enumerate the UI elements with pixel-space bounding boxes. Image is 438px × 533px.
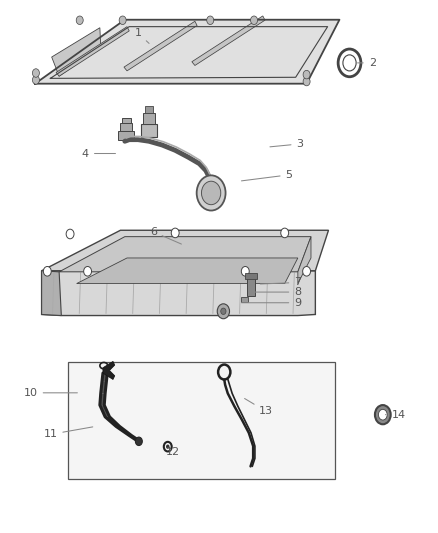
Circle shape <box>303 70 310 79</box>
Circle shape <box>303 266 311 276</box>
Polygon shape <box>129 435 140 441</box>
FancyBboxPatch shape <box>145 106 153 113</box>
Circle shape <box>66 229 74 239</box>
Polygon shape <box>52 28 101 76</box>
Polygon shape <box>56 27 129 76</box>
Text: 12: 12 <box>166 447 180 457</box>
Circle shape <box>378 409 387 420</box>
Polygon shape <box>116 426 131 435</box>
Polygon shape <box>100 405 110 417</box>
Polygon shape <box>192 16 265 66</box>
Text: 10: 10 <box>24 388 78 398</box>
Polygon shape <box>59 237 311 272</box>
Circle shape <box>76 16 83 25</box>
Circle shape <box>217 304 230 319</box>
Text: 7: 7 <box>260 278 301 287</box>
Circle shape <box>241 266 249 276</box>
Text: 1: 1 <box>134 28 149 43</box>
Bar <box>245 273 257 279</box>
Circle shape <box>375 405 391 424</box>
Text: 9: 9 <box>241 298 301 308</box>
Circle shape <box>119 16 126 25</box>
Polygon shape <box>103 361 115 379</box>
Circle shape <box>197 175 226 211</box>
Circle shape <box>303 77 310 86</box>
Text: 5: 5 <box>241 170 293 181</box>
Bar <box>68 362 335 479</box>
Polygon shape <box>35 20 339 84</box>
Bar <box>247 276 255 296</box>
Bar <box>122 118 131 123</box>
Text: 14: 14 <box>385 410 406 419</box>
Circle shape <box>43 266 51 276</box>
Polygon shape <box>124 21 197 71</box>
Bar <box>120 123 132 131</box>
Polygon shape <box>42 271 61 316</box>
Circle shape <box>135 437 142 446</box>
Polygon shape <box>298 237 311 284</box>
Polygon shape <box>100 393 105 405</box>
Text: 6: 6 <box>150 227 181 244</box>
Text: 4: 4 <box>82 149 116 158</box>
Circle shape <box>166 445 170 449</box>
Text: 3: 3 <box>270 139 304 149</box>
FancyBboxPatch shape <box>141 124 157 137</box>
Circle shape <box>171 228 179 238</box>
Circle shape <box>281 228 289 238</box>
Polygon shape <box>101 381 106 393</box>
Polygon shape <box>42 271 315 316</box>
Circle shape <box>201 181 221 205</box>
Polygon shape <box>77 258 298 284</box>
Circle shape <box>32 69 39 77</box>
Circle shape <box>32 76 39 84</box>
Polygon shape <box>105 417 120 426</box>
Bar <box>241 297 248 302</box>
Text: 11: 11 <box>43 427 93 439</box>
Text: 13: 13 <box>244 399 273 416</box>
Text: 8: 8 <box>254 287 301 297</box>
Circle shape <box>84 266 92 276</box>
Polygon shape <box>102 373 107 381</box>
Polygon shape <box>42 230 328 271</box>
Circle shape <box>251 16 258 25</box>
Bar <box>118 131 134 140</box>
Circle shape <box>207 16 214 25</box>
Text: 2: 2 <box>357 58 376 68</box>
Circle shape <box>221 308 226 314</box>
FancyBboxPatch shape <box>143 113 155 124</box>
